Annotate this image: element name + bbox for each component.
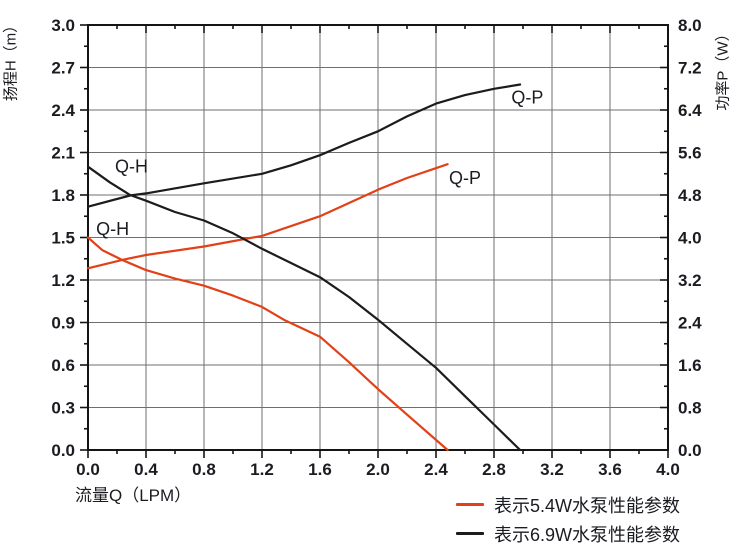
x-tick-label: 1.6 xyxy=(308,460,332,479)
y-right-tick-label: 8.0 xyxy=(678,16,702,35)
y-left-tick-label: 1.2 xyxy=(51,271,75,290)
y-left-tick-label: 3.0 xyxy=(51,16,75,35)
curve-label-qp-54w: Q-P xyxy=(449,168,481,188)
x-tick-label: 3.2 xyxy=(540,460,564,479)
y-right-tick-label: 7.2 xyxy=(678,59,702,78)
x-tick-label: 4.0 xyxy=(656,460,680,479)
curve-label-qh-69w: Q-H xyxy=(115,157,148,177)
y-right-tick-label: 2.4 xyxy=(678,314,702,333)
legend-line-black-icon xyxy=(456,532,484,535)
x-tick-label: 2.8 xyxy=(482,460,506,479)
y-left-tick-label: 2.4 xyxy=(51,101,75,120)
legend-label-5-4w: 表示5.4W水泵性能参数 xyxy=(494,495,681,516)
chart-legend: 表示5.4W水泵性能参数 表示6.9W水泵性能参数 xyxy=(456,490,680,548)
series-path-qp-69w xyxy=(86,83,522,208)
x-axis-title: 流量Q（LPM） xyxy=(75,486,192,505)
y-right-tick-label: 0.0 xyxy=(678,441,702,460)
y-left-tick-label: 0.9 xyxy=(51,314,75,333)
x-tick-label: 2.4 xyxy=(424,460,448,479)
x-tick-label: 3.6 xyxy=(598,460,622,479)
y-left-tick-label: 0.3 xyxy=(51,399,75,418)
x-tick-label: 0.8 xyxy=(192,460,216,479)
y-left-tick-label: 0.6 xyxy=(51,356,75,375)
legend-label-6-9w: 表示6.9W水泵性能参数 xyxy=(494,524,681,545)
y-right-tick-label: 5.6 xyxy=(678,144,702,163)
x-tick-label: 1.2 xyxy=(250,460,274,479)
y-right-tick-label: 6.4 xyxy=(678,101,702,120)
x-tick-label: 0.4 xyxy=(134,460,158,479)
y-left-tick-label: 2.7 xyxy=(51,59,75,78)
legend-line-red-icon xyxy=(456,503,484,506)
x-tick-label: 2.0 xyxy=(366,460,390,479)
y-left-tick-label: 0.0 xyxy=(51,441,75,460)
legend-item-5-4w: 表示5.4W水泵性能参数 xyxy=(456,490,680,519)
curve-label-qp-69w: Q-P xyxy=(511,87,543,107)
series-path-qh-54w xyxy=(86,236,449,452)
y-left-tick-label: 2.1 xyxy=(51,144,75,163)
y-right-tick-label: 4.0 xyxy=(678,229,702,248)
legend-item-6-9w: 表示6.9W水泵性能参数 xyxy=(456,519,680,548)
y-right-tick-label: 4.8 xyxy=(678,186,702,205)
y-right-tick-label: 1.6 xyxy=(678,356,702,375)
y-left-tick-label: 1.5 xyxy=(51,229,75,248)
y-right-axis-title: 功率P（W） xyxy=(714,26,732,111)
y-left-axis-title: 扬程H（m） xyxy=(2,17,20,102)
y-left-tick-label: 1.8 xyxy=(51,186,75,205)
x-tick-label: 0.0 xyxy=(76,460,100,479)
y-right-tick-label: 0.8 xyxy=(678,399,702,418)
curve-label-qh-54w: Q-H xyxy=(96,219,129,239)
series-path-qp-54w xyxy=(86,163,449,270)
y-right-tick-label: 3.2 xyxy=(678,271,702,290)
series-path-qh-69w xyxy=(86,165,522,452)
